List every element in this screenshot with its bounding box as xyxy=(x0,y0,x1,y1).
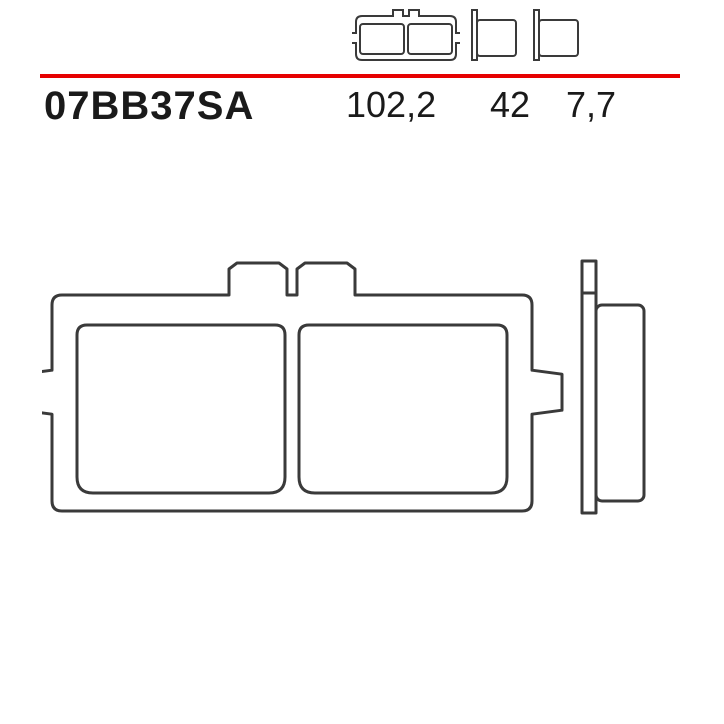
brake-pad-diagram-icon xyxy=(42,200,682,570)
main-drawing xyxy=(42,200,682,570)
canvas: 07BB37SA 102,2 42 7,7 xyxy=(0,0,724,724)
divider-line xyxy=(40,74,680,78)
dimension-value: 7,7 xyxy=(566,84,616,126)
brake-pad-side-thumb-icon xyxy=(466,8,522,64)
brake-pad-front-thumb-icon xyxy=(352,8,460,64)
brake-pad-side-thumb-icon xyxy=(528,8,584,64)
dimension-value: 102,2 xyxy=(346,84,436,126)
thumbnail-row xyxy=(352,8,584,64)
label-row: 07BB37SA 102,2427,7 xyxy=(0,84,724,124)
dimension-value: 42 xyxy=(490,84,530,126)
part-code: 07BB37SA xyxy=(44,84,254,129)
